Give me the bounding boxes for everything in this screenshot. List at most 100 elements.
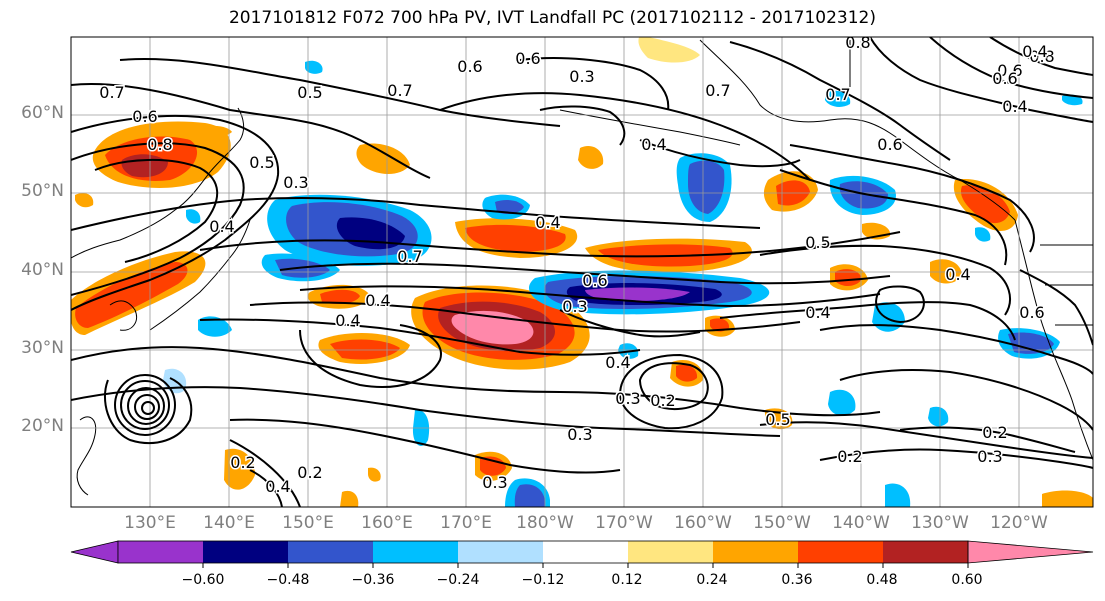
lon-label: 130°E — [124, 513, 176, 533]
colorbar-segment — [373, 541, 458, 563]
typhoon-contour — [127, 387, 165, 425]
contour-label: 0.7 — [387, 81, 412, 100]
ivt-contour — [819, 448, 1093, 469]
colorbar — [70, 540, 1094, 568]
pv-positive-region — [224, 448, 255, 490]
pv-positive-region — [835, 269, 862, 287]
colorbar-tick-label: 0.12 — [611, 572, 643, 588]
pv-positive-region — [75, 262, 188, 328]
lon-label: 180°W — [516, 513, 574, 533]
ivt-contour — [729, 41, 951, 161]
contour-label: 0.6 — [582, 271, 607, 290]
colorbar-segment — [798, 541, 883, 563]
contour-label: 0.5 — [765, 410, 790, 429]
lon-label: 120°W — [990, 513, 1048, 533]
ivt-contour — [249, 469, 283, 507]
ivt-contour — [229, 439, 301, 507]
ivt-contour — [989, 37, 1093, 76]
pv-negative-region — [186, 209, 201, 224]
ivt-contour — [249, 301, 801, 333]
contour-label: 0.4 — [535, 213, 560, 232]
contour-label: 0.4 — [805, 303, 830, 322]
map-content: 0.7 0.6 0.6 0.3 0.6 0.5 0.7 0.8 0.5 0.3 0.4 0.4 0.7 0… — [71, 33, 1093, 507]
contour-label: 0.3 — [562, 297, 587, 316]
ivt-contour — [875, 285, 925, 324]
ivt-contour — [618, 353, 724, 430]
contour-label: 0.4 — [209, 217, 234, 236]
contour-label: 0.6 — [457, 57, 482, 76]
ivt-contour — [71, 386, 781, 437]
pv-positive-region — [676, 364, 698, 382]
coastline-philippines — [76, 416, 97, 496]
ivt-contour — [299, 285, 881, 308]
ivt-contour — [279, 262, 891, 285]
contour-label: 0.4 — [945, 265, 970, 284]
contour-label: 0.2 — [837, 447, 862, 466]
pv-negative-region — [825, 90, 851, 107]
state-border — [849, 40, 1093, 326]
contour-label: 0.4 — [265, 477, 290, 496]
ivt-contour — [929, 37, 1093, 99]
lat-label: 20°N — [21, 416, 64, 436]
contour-label: 0.4 — [365, 291, 390, 310]
lon-label: 140°W — [832, 513, 890, 533]
map-title: 2017101812 F072 700 hPa PV, IVT Landfall… — [228, 8, 876, 28]
ivt-contour — [869, 37, 1093, 123]
ivt-contour — [71, 346, 881, 417]
contour-label: 0.4 — [1022, 42, 1047, 61]
lat-label: 50°N — [21, 181, 64, 201]
colorbar-tick-label: −0.48 — [266, 572, 310, 588]
contour-label: 0.3 — [567, 425, 592, 444]
ivt-contour — [759, 244, 1011, 316]
lon-label: 170°W — [595, 513, 653, 533]
contour-label: 0.3 — [482, 473, 507, 492]
lon-label: 160°W — [674, 513, 732, 533]
pv-positive-region — [340, 490, 359, 507]
contour-label: 0.8 — [845, 33, 870, 52]
lon-label: 170°E — [440, 513, 492, 533]
ivt-contour — [899, 426, 1076, 453]
pv-negative-region — [514, 484, 545, 507]
contour-label: 0.4 — [335, 311, 360, 330]
colorbar-extend-min — [70, 540, 119, 564]
ivt-contour — [559, 309, 701, 338]
pv-negative-region — [885, 483, 911, 507]
ivt-contour — [759, 421, 1093, 459]
contour-label: 0.4 — [605, 353, 630, 372]
lat-label: 60°N — [21, 103, 64, 123]
pv-negative-region — [198, 316, 232, 337]
lon-label: 140°E — [203, 513, 255, 533]
contour-label: 0.6 — [992, 69, 1017, 88]
pv-positive-region — [356, 143, 410, 175]
pv-positive-region — [368, 467, 381, 482]
pv-negative-region — [975, 227, 991, 242]
pv-negative-region — [1008, 332, 1054, 354]
contour-label: 0.8 — [1029, 47, 1054, 66]
contour-label: 0.7 — [705, 81, 730, 100]
ivt-contour — [229, 418, 621, 474]
pv-positive-region — [330, 339, 400, 360]
colorbar-tick-label: 0.36 — [781, 572, 813, 588]
ivt-contour — [71, 196, 761, 231]
contour-label: 0.6 — [877, 135, 902, 154]
coastline-asia — [71, 107, 245, 259]
contour-label: 0.4 — [1002, 97, 1027, 116]
pv-negative-region — [928, 406, 949, 427]
ivt-contours — [71, 37, 1093, 507]
pv-positive-region — [710, 318, 730, 332]
contour-label: 0.6 — [515, 49, 540, 68]
contour-label: 0.7 — [825, 85, 850, 104]
ivt-contour — [539, 105, 626, 146]
lon-label: 160°E — [361, 513, 413, 533]
ivt-contour — [519, 57, 670, 111]
ivt-contour — [789, 144, 1035, 253]
pv-positive-region — [480, 456, 506, 476]
ivt-contour — [1019, 269, 1093, 346]
pv-negative-region — [688, 160, 725, 214]
contour-label: 0.5 — [297, 83, 322, 102]
coastline-alaska — [699, 39, 1016, 221]
contour-label: 0.6 — [132, 107, 157, 126]
contour-label: 0.3 — [569, 67, 594, 86]
contour-label: 0.3 — [615, 389, 640, 408]
